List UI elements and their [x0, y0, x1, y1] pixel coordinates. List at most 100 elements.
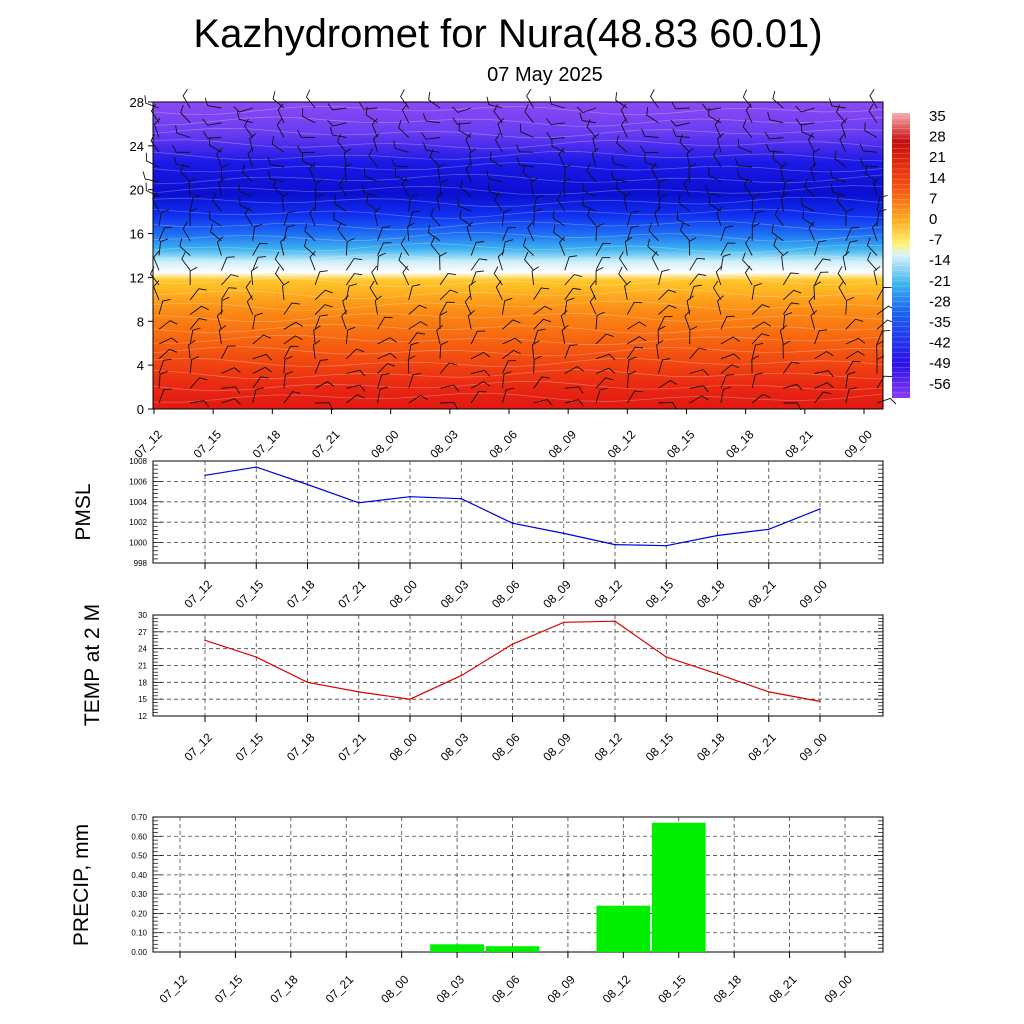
wind-barb	[814, 271, 829, 286]
x-tick-label: 07_15	[191, 427, 225, 461]
y-tick-label: 1006	[129, 477, 147, 486]
wind-barb	[238, 183, 253, 197]
wind-barb	[301, 152, 316, 168]
wind-barb	[689, 385, 709, 393]
x-tick-label: 08_06	[489, 730, 523, 764]
wind-barb	[493, 104, 503, 124]
pmsl-point	[204, 474, 206, 477]
wind-barb	[158, 388, 172, 404]
x-tick-label: 08_21	[745, 577, 779, 611]
x-tick-label: 08_09	[540, 577, 574, 611]
wind-barb	[283, 345, 299, 360]
x-tick-label: 07_18	[284, 730, 318, 764]
wind-barb	[189, 266, 198, 286]
wind-barb	[771, 224, 784, 242]
wind-barb	[220, 163, 229, 182]
wind-barb	[783, 383, 803, 391]
wind-barb	[427, 224, 441, 242]
y-tick-label: 21	[138, 662, 147, 671]
wind-barb	[244, 118, 254, 138]
wind-barb	[465, 132, 472, 153]
wind-barb	[377, 226, 391, 241]
wind-barb	[714, 118, 722, 138]
temp-ylabel: TEMP at 2 M	[81, 604, 104, 726]
contour-line	[152, 346, 884, 357]
x-tick-label: 08_03	[427, 427, 461, 461]
y-tick-label: 0.00	[131, 948, 147, 957]
wind-barb	[172, 144, 191, 153]
colorbar-label: -28	[929, 293, 951, 310]
wind-barb	[314, 179, 324, 197]
wind-barb	[720, 374, 735, 389]
wind-barb	[153, 118, 161, 138]
y-tick-label: 4	[137, 358, 144, 373]
wind-barb	[314, 304, 333, 315]
wind-barb	[845, 371, 856, 389]
wind-barb	[501, 208, 512, 227]
wind-barb	[189, 356, 200, 374]
colorbar-label: -42	[929, 335, 951, 352]
wind-barb	[782, 311, 793, 330]
wind-barb	[551, 138, 565, 153]
wind-barb	[751, 372, 764, 389]
y-tick-label: 0.20	[131, 909, 147, 918]
contour-line	[152, 185, 884, 196]
wind-barb	[466, 221, 474, 241]
wind-barb	[845, 227, 860, 241]
wind-barb	[305, 89, 316, 109]
wind-barb	[366, 194, 378, 212]
wind-barb	[249, 133, 257, 153]
contour-line	[152, 334, 884, 346]
wind-barb	[579, 112, 597, 124]
wind-barb	[845, 387, 857, 404]
wind-barb	[869, 88, 878, 109]
wind-barb	[626, 356, 637, 374]
wind-barb	[751, 193, 761, 212]
wind-barb	[488, 183, 503, 197]
x-tick-label: 07_21	[309, 427, 343, 461]
colorbar-label: 14	[929, 170, 946, 187]
wind-barb	[524, 104, 534, 124]
wind-barb	[221, 386, 241, 394]
wind-barb	[532, 340, 540, 359]
wind-barb	[302, 108, 316, 124]
wind-barb	[751, 282, 762, 300]
wind-barb	[859, 158, 878, 168]
wind-barb	[686, 295, 694, 315]
chart-title: Kazhydromet for Nura(48.83 60.01)	[193, 12, 823, 56]
pmsl-point	[614, 543, 616, 546]
wind-barb	[814, 391, 832, 404]
wind-barb	[623, 192, 631, 212]
x-tick-label: 08_15	[643, 577, 677, 611]
wind-barb	[365, 106, 378, 124]
contour-line	[152, 380, 884, 392]
wind-barb	[773, 237, 784, 256]
x-tick-label: 07_15	[212, 972, 246, 1006]
x-tick-label: 08_12	[591, 730, 625, 764]
wind-barb	[751, 222, 760, 241]
x-tick-label: 08_00	[368, 427, 402, 461]
y-tick-label: 24	[130, 139, 144, 154]
wind-barb	[221, 274, 239, 286]
wind-barb	[345, 258, 363, 271]
wind-barb	[272, 91, 285, 109]
wind-barb	[283, 335, 303, 345]
wind-barb	[502, 337, 522, 345]
wind-barb	[676, 211, 690, 227]
temp-point	[511, 643, 514, 645]
wind-barb	[656, 339, 664, 359]
wind-barb	[595, 223, 605, 241]
colorbar-label: 0	[929, 211, 937, 228]
pmsl-point	[819, 508, 821, 510]
wind-barb	[158, 348, 178, 360]
wind-barb	[615, 92, 628, 109]
wind-barb	[283, 355, 293, 374]
wind-barb	[813, 281, 822, 300]
wind-barb	[671, 101, 690, 110]
wind-barb	[220, 256, 235, 271]
wind-barb	[842, 251, 850, 271]
wind-barb	[429, 149, 441, 168]
wind-barb	[346, 384, 366, 392]
wind-barb	[558, 236, 566, 256]
wind-barb	[283, 224, 295, 241]
